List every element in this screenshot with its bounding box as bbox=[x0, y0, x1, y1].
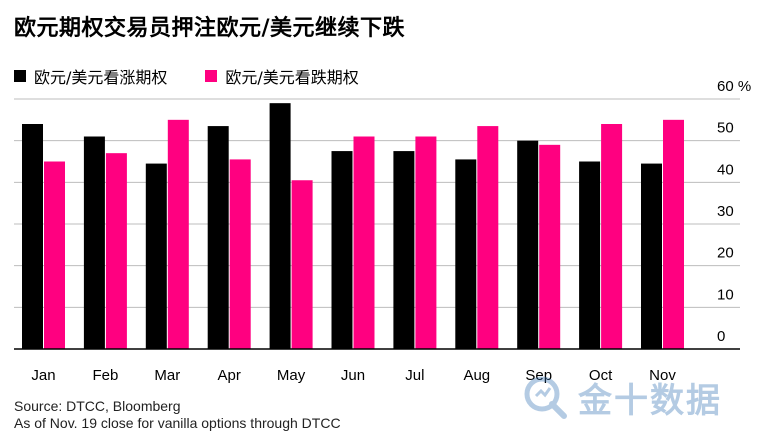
y-tick-label: 60 % bbox=[717, 78, 751, 95]
source-line-2: As of Nov. 19 close for vanilla options … bbox=[14, 415, 341, 431]
bar-calls bbox=[641, 163, 662, 349]
y-tick-label: 20 bbox=[717, 245, 734, 262]
legend-label-puts: 欧元/美元看跌期权 bbox=[225, 68, 359, 87]
source-line-1: Source: DTCC, Bloomberg bbox=[14, 398, 181, 414]
x-tick-label: May bbox=[277, 367, 306, 384]
bar-puts bbox=[663, 119, 684, 349]
bar-calls bbox=[207, 126, 229, 349]
bar-puts bbox=[415, 136, 437, 349]
watermark: 金十数据 bbox=[520, 372, 722, 422]
magnifier-logo-icon bbox=[524, 376, 567, 419]
bar-calls bbox=[145, 163, 167, 349]
x-tick-label: Apr bbox=[218, 367, 241, 384]
bar-puts bbox=[353, 136, 375, 349]
watermark-text: 金十数据 bbox=[578, 380, 722, 421]
bar-calls bbox=[517, 140, 539, 349]
source-note: Source: DTCC, Bloomberg As of Nov. 19 cl… bbox=[14, 398, 341, 432]
x-tick-label: Jul bbox=[405, 367, 424, 384]
x-tick-label: Feb bbox=[92, 367, 118, 384]
bar-calls bbox=[331, 151, 353, 349]
y-tick-label: 50 bbox=[717, 120, 734, 137]
y-tick-label: 0 bbox=[717, 328, 725, 345]
bar-puts bbox=[291, 180, 313, 349]
legend-item-calls: 欧元/美元看涨期权 bbox=[14, 64, 167, 88]
legend-swatch-puts bbox=[205, 70, 218, 82]
y-tick-label: 10 bbox=[717, 286, 734, 303]
y-tick-label: 40 bbox=[717, 161, 734, 178]
bar-puts bbox=[229, 159, 251, 349]
x-tick-label: Aug bbox=[463, 367, 490, 384]
legend-item-puts: 欧元/美元看跌期权 bbox=[205, 64, 359, 88]
bar-calls bbox=[269, 103, 291, 350]
x-tick-label: Nov bbox=[649, 367, 676, 384]
x-tick-label: Sep bbox=[525, 367, 552, 384]
bar-puts bbox=[44, 161, 65, 349]
chart-legend: 欧元/美元看涨期权 欧元/美元看跌期权 bbox=[14, 64, 397, 88]
bar-calls bbox=[83, 136, 105, 349]
bar-puts bbox=[105, 153, 127, 349]
bar-calls bbox=[455, 159, 477, 349]
bar-calls bbox=[393, 151, 415, 349]
y-tick-label: 30 bbox=[717, 203, 734, 220]
bar-calls bbox=[22, 124, 43, 349]
x-tick-label: Jan bbox=[31, 367, 55, 384]
x-tick-label: Oct bbox=[589, 367, 613, 384]
bar-calls bbox=[579, 161, 601, 349]
legend-swatch-calls bbox=[14, 70, 26, 82]
chart-title: 欧元期权交易员押注欧元/美元继续下跌 bbox=[14, 16, 406, 41]
legend-label-calls: 欧元/美元看涨期权 bbox=[34, 68, 168, 87]
bar-puts bbox=[539, 144, 561, 349]
bar-puts bbox=[477, 126, 499, 349]
bar-puts bbox=[167, 119, 189, 349]
bar-puts bbox=[601, 124, 623, 349]
x-tick-label: Jun bbox=[341, 367, 365, 384]
x-tick-label: Mar bbox=[154, 367, 180, 384]
